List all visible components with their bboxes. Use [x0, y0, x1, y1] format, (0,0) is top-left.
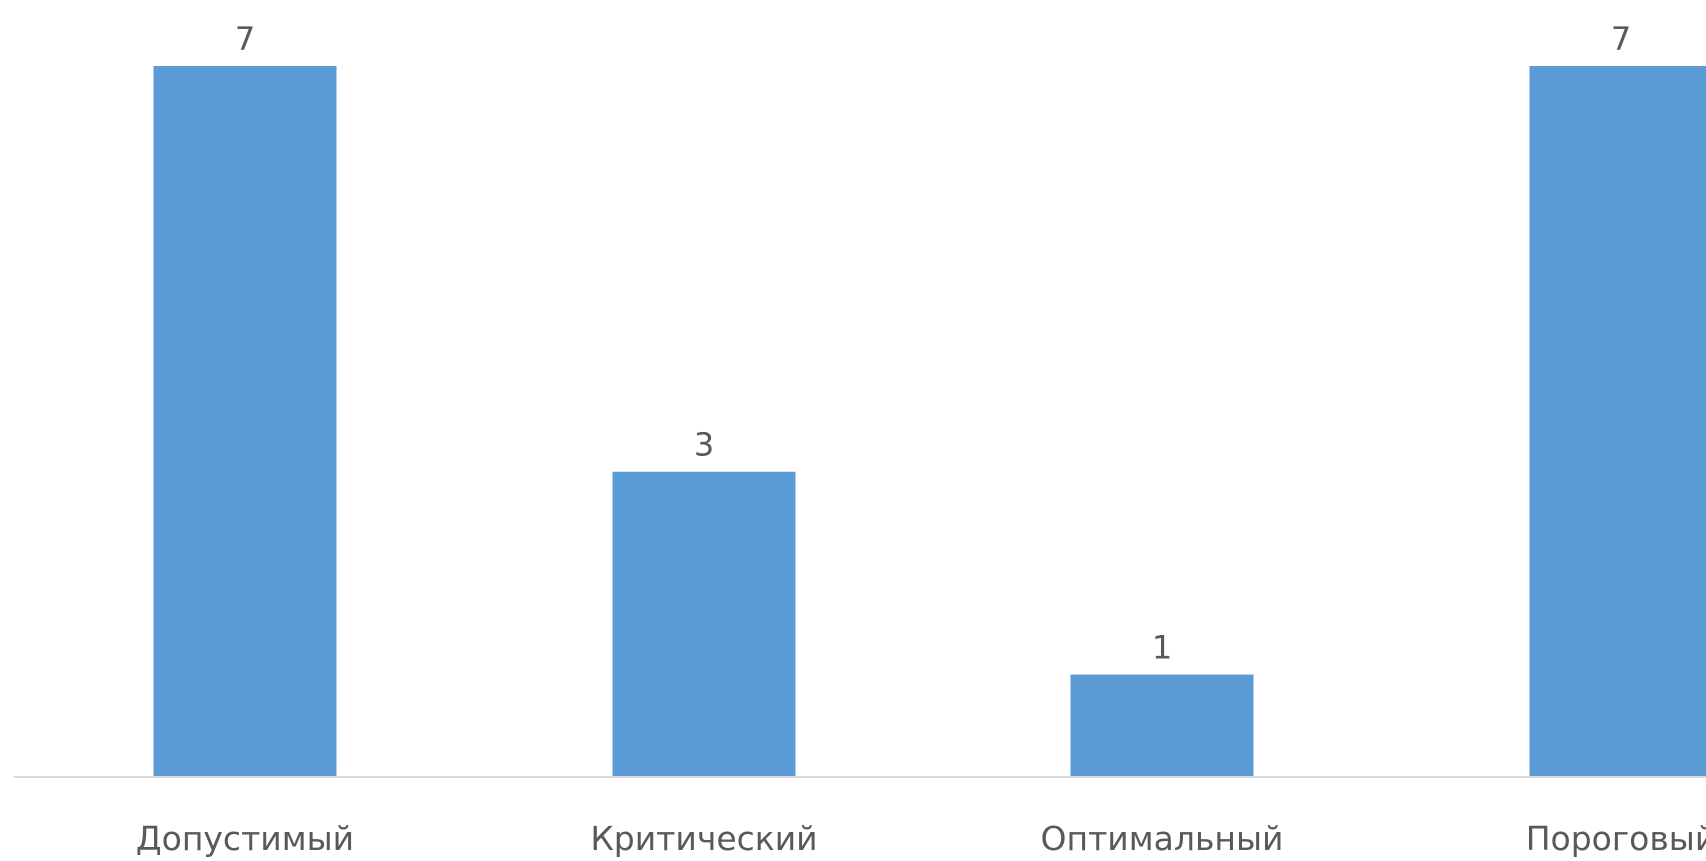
data-label: 1: [1152, 629, 1172, 667]
data-label: 7: [235, 20, 255, 58]
bars-group: [153, 66, 1706, 776]
data-label: 7: [1611, 20, 1631, 58]
bar: [1529, 66, 1706, 776]
data-labels-group: 7 3 1 7: [235, 20, 1631, 667]
bar: [153, 66, 337, 776]
bar: [612, 471, 796, 776]
data-label: 3: [694, 426, 714, 464]
category-labels-group: Допустимый Критический Оптимальный Пороговы…: [136, 819, 1706, 858]
bar: [1070, 674, 1254, 776]
x-tick-label: Пороговый: [1526, 819, 1706, 858]
x-tick-label: Критический: [590, 819, 817, 858]
x-tick-label: Допустимый: [136, 819, 354, 858]
x-tick-label: Оптимальный: [1041, 819, 1284, 858]
